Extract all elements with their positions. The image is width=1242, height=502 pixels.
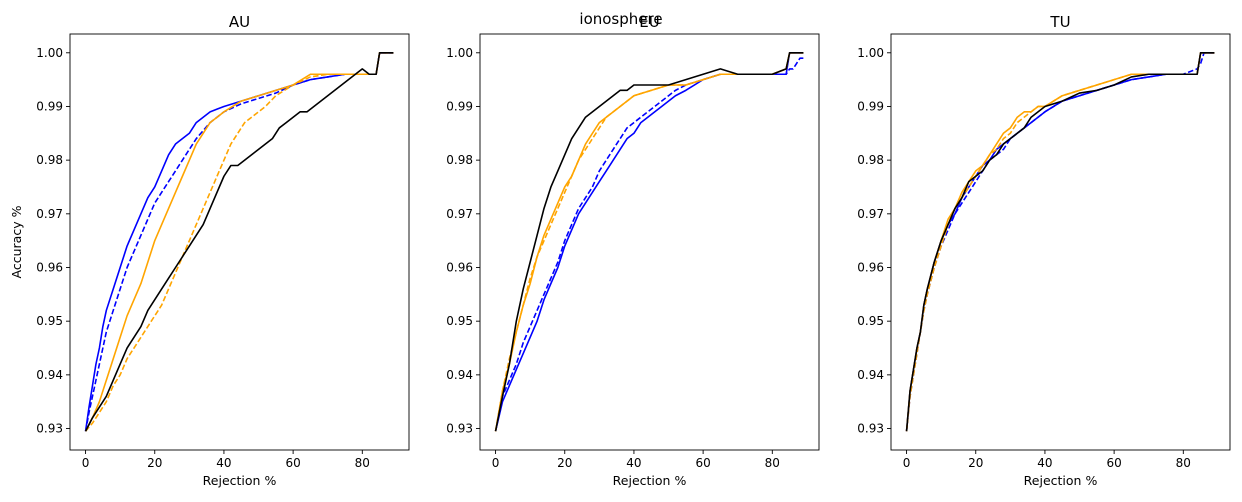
- series-line-blue-dashed: [905, 51, 1215, 432]
- x-tick-label: 20: [557, 456, 572, 470]
- axes-frame: [890, 33, 1231, 451]
- x-axis-label: Rejection %: [613, 473, 687, 488]
- series-line-blue-solid: [84, 51, 394, 432]
- figure-suptitle: ionosphere: [579, 10, 662, 28]
- x-tick-label: 60: [695, 456, 710, 470]
- axes-frame: [69, 33, 410, 451]
- series-line-blue-dashed: [84, 51, 394, 432]
- y-tick-label: 0.96: [446, 260, 473, 274]
- y-tick-label: 0.95: [446, 314, 473, 328]
- x-tick-label: 20: [147, 456, 162, 470]
- x-tick-label: 20: [968, 456, 983, 470]
- subplot-eu: EU 0 20 40 60 80 0.93 0.94 0.95 0.96 0.97 0.98 0.99 1…: [446, 13, 820, 488]
- y-tick-label: 0.93: [857, 422, 884, 436]
- subplot-title: EU: [639, 13, 659, 31]
- subplot-title: AU: [229, 13, 250, 31]
- y-tick-label: 0.93: [446, 422, 473, 436]
- x-tick-label: 0: [492, 456, 500, 470]
- y-tick-label: 0.99: [446, 99, 473, 113]
- y-tick-label: 0.98: [36, 153, 63, 167]
- y-tick-label: 0.94: [36, 368, 63, 382]
- x-tick-label: 40: [626, 456, 641, 470]
- y-tick-label: 1.00: [857, 46, 884, 60]
- series-line-black-solid: [84, 51, 394, 432]
- series-line-orange-solid: [84, 51, 394, 432]
- y-tick-label: 0.95: [36, 314, 63, 328]
- subplot-au: AU 0 20 40 60 80 0.93 0.94 0.95 0.96 0.97 0.98 0.99 1…: [9, 13, 410, 488]
- series-line-blue-dashed: [494, 57, 804, 432]
- x-tick-label: 60: [285, 456, 300, 470]
- x-tick-label: 0: [903, 456, 911, 470]
- x-tick-label: 40: [1037, 456, 1052, 470]
- y-tick-label: 1.00: [446, 46, 473, 60]
- y-tick-label: 0.96: [857, 260, 884, 274]
- y-tick-label: 0.97: [446, 207, 473, 221]
- y-tick-label: 0.98: [446, 153, 473, 167]
- series-line-orange-solid: [905, 51, 1215, 432]
- subplot-tu: TU 0 20 40 60 80 0.93 0.94 0.95 0.96 0.97 0.98 0.99 1…: [857, 13, 1231, 488]
- series-line-blue-solid: [905, 51, 1215, 432]
- series-group: [905, 51, 1215, 432]
- x-tick-label: 80: [765, 456, 780, 470]
- y-tick-label: 0.99: [36, 99, 63, 113]
- series-group: [84, 51, 394, 432]
- y-tick-label: 0.94: [446, 368, 473, 382]
- y-tick-label: 0.97: [857, 207, 884, 221]
- y-tick-label: 0.94: [857, 368, 884, 382]
- series-line-orange-dashed: [84, 51, 394, 432]
- x-tick-label: 80: [355, 456, 370, 470]
- y-tick-label: 0.99: [857, 99, 884, 113]
- x-axis-label: Rejection %: [1024, 473, 1098, 488]
- subplot-title: TU: [1049, 13, 1070, 31]
- y-tick-label: 0.96: [36, 260, 63, 274]
- axes-frame: [479, 33, 820, 451]
- x-tick-label: 0: [82, 456, 90, 470]
- x-tick-label: 60: [1106, 456, 1121, 470]
- x-tick-label: 80: [1176, 456, 1191, 470]
- y-tick-label: 0.95: [857, 314, 884, 328]
- x-tick-label: 40: [216, 456, 231, 470]
- y-tick-label: 1.00: [36, 46, 63, 60]
- y-axis-label: Accuracy %: [9, 205, 24, 278]
- series-line-black-solid: [905, 51, 1215, 432]
- series-line-orange-dashed: [905, 51, 1215, 432]
- series-line-black-solid: [494, 51, 804, 432]
- y-tick-label: 0.98: [857, 153, 884, 167]
- y-tick-label: 0.97: [36, 207, 63, 221]
- y-tick-label: 0.93: [36, 422, 63, 436]
- x-axis-label: Rejection %: [203, 473, 277, 488]
- series-group: [494, 51, 804, 432]
- subplots: AU 0 20 40 60 80 0.93 0.94 0.95 0.96 0.97 0.98 0.99 1…: [9, 13, 1231, 488]
